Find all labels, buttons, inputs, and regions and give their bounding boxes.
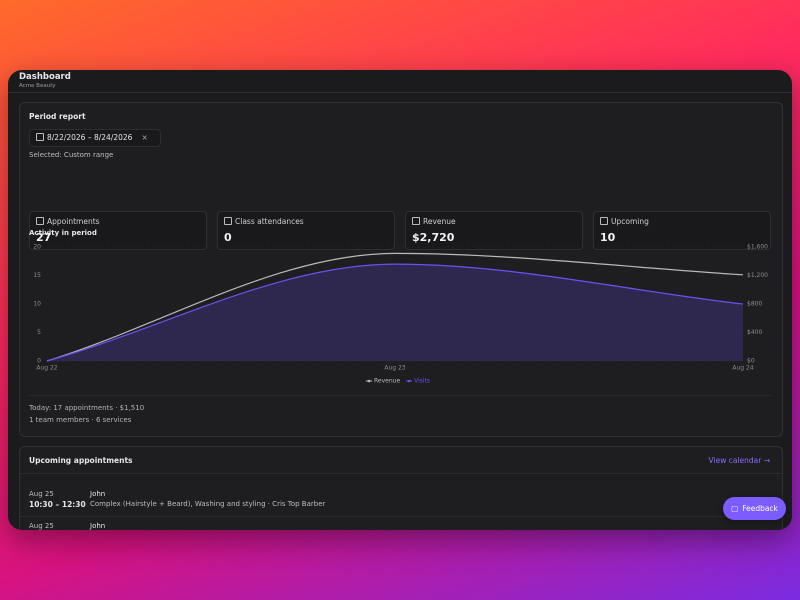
- y-tick-label: 5: [37, 329, 41, 336]
- legend-label: Visits: [414, 378, 430, 385]
- activity-chart: 0 5 10 15 20 $0 $400 $800 $1,200 $1,600 Aug 22 Aug …: [33, 244, 768, 385]
- summary-line: 1 team members · 6 services: [29, 416, 132, 424]
- panel-title: Period report: [29, 112, 86, 121]
- stat-card: Appointments 27: [29, 211, 207, 250]
- stat-icon: [224, 217, 232, 225]
- y2-tick-label: $1,600: [747, 244, 768, 251]
- stat-label: Upcoming: [600, 217, 649, 226]
- date-range-picker[interactable]: 8/22/2026 – 8/24/2026 ×: [29, 129, 161, 147]
- y2-tick-label: $0: [747, 358, 755, 365]
- legend-dot: [407, 379, 411, 383]
- stat-icon: [36, 217, 44, 225]
- calendar-icon: [36, 133, 44, 141]
- period-panel: Period report 8/22/2026 – 8/24/2026 × Sel…: [19, 102, 783, 437]
- stat-icon: [600, 217, 608, 225]
- panel-title: Upcoming appointments: [29, 456, 133, 465]
- line: [46, 263, 744, 362]
- y2-tick-label: $400: [747, 329, 762, 336]
- divider: [29, 395, 771, 396]
- selected-range: Selected: Custom range: [29, 151, 114, 159]
- app-window: Dashboard Acme Beauty Period report 8/22…: [8, 70, 792, 530]
- x-tick-label: Aug 23: [384, 365, 405, 372]
- date-range: 8/22/2026 – 8/24/2026: [47, 133, 133, 142]
- y-tick-label: 15: [33, 272, 41, 279]
- y2-tick-label: $800: [747, 301, 762, 308]
- stat-icon: [412, 217, 420, 225]
- stat-value: 10: [600, 231, 616, 244]
- y2-tick-label: $1,200: [747, 272, 768, 279]
- y-tick-label: 0: [37, 358, 41, 365]
- y-tick-label: 20: [33, 244, 41, 251]
- legend-label: Revenue: [374, 378, 400, 385]
- feedback-label: Feedback: [742, 504, 778, 513]
- stat-label-text: Class attendances: [235, 217, 304, 226]
- divider: [8, 92, 792, 93]
- view-calendar-link[interactable]: View calendar →: [708, 456, 770, 465]
- stat-label-text: Revenue: [423, 217, 456, 226]
- upcoming-panel: Upcoming appointments View calendar → Au…: [19, 446, 783, 530]
- stat-card: Class attendances 0: [217, 211, 395, 250]
- stat-card: Revenue $2,720: [405, 211, 583, 250]
- x-tick-label: Aug 24: [732, 365, 753, 372]
- feedback-button[interactable]: ▢ Feedback: [723, 497, 786, 520]
- appt-details: Complex (Hairstyle + Beard), Washing and…: [90, 500, 326, 508]
- stat-label: Class attendances: [224, 217, 304, 226]
- stat-card: Upcoming 10: [593, 211, 771, 250]
- clear-icon[interactable]: ×: [141, 133, 148, 142]
- stat-label-text: Appointments: [47, 217, 100, 226]
- legend-dot: [367, 379, 371, 383]
- chart-title: Activity in period: [29, 229, 97, 237]
- page-subtitle: Acme Beauty: [19, 83, 56, 89]
- x-tick-label: Aug 22: [36, 365, 57, 372]
- stat-value: 27: [36, 231, 52, 244]
- divider: [20, 473, 782, 474]
- stat-label-text: Upcoming: [611, 217, 649, 226]
- appt-time: 10:30 – 12:30: [29, 500, 86, 509]
- summary-line: Today: 17 appointments · $1,510: [29, 404, 145, 412]
- page-title: Dashboard: [19, 72, 71, 82]
- line: [46, 252, 744, 362]
- stat-value: 0: [224, 231, 232, 244]
- appt-date: Aug 25: [29, 490, 54, 498]
- stat-value: $2,720: [412, 231, 455, 244]
- y-tick-label: 10: [33, 301, 41, 308]
- appt-client: John: [90, 522, 106, 530]
- appt-client: John: [90, 490, 106, 498]
- stat-label: Revenue: [412, 217, 456, 226]
- stat-label: Appointments: [36, 217, 100, 226]
- appt-date: Aug 25: [29, 522, 54, 530]
- divider: [20, 516, 782, 517]
- area: [47, 264, 743, 361]
